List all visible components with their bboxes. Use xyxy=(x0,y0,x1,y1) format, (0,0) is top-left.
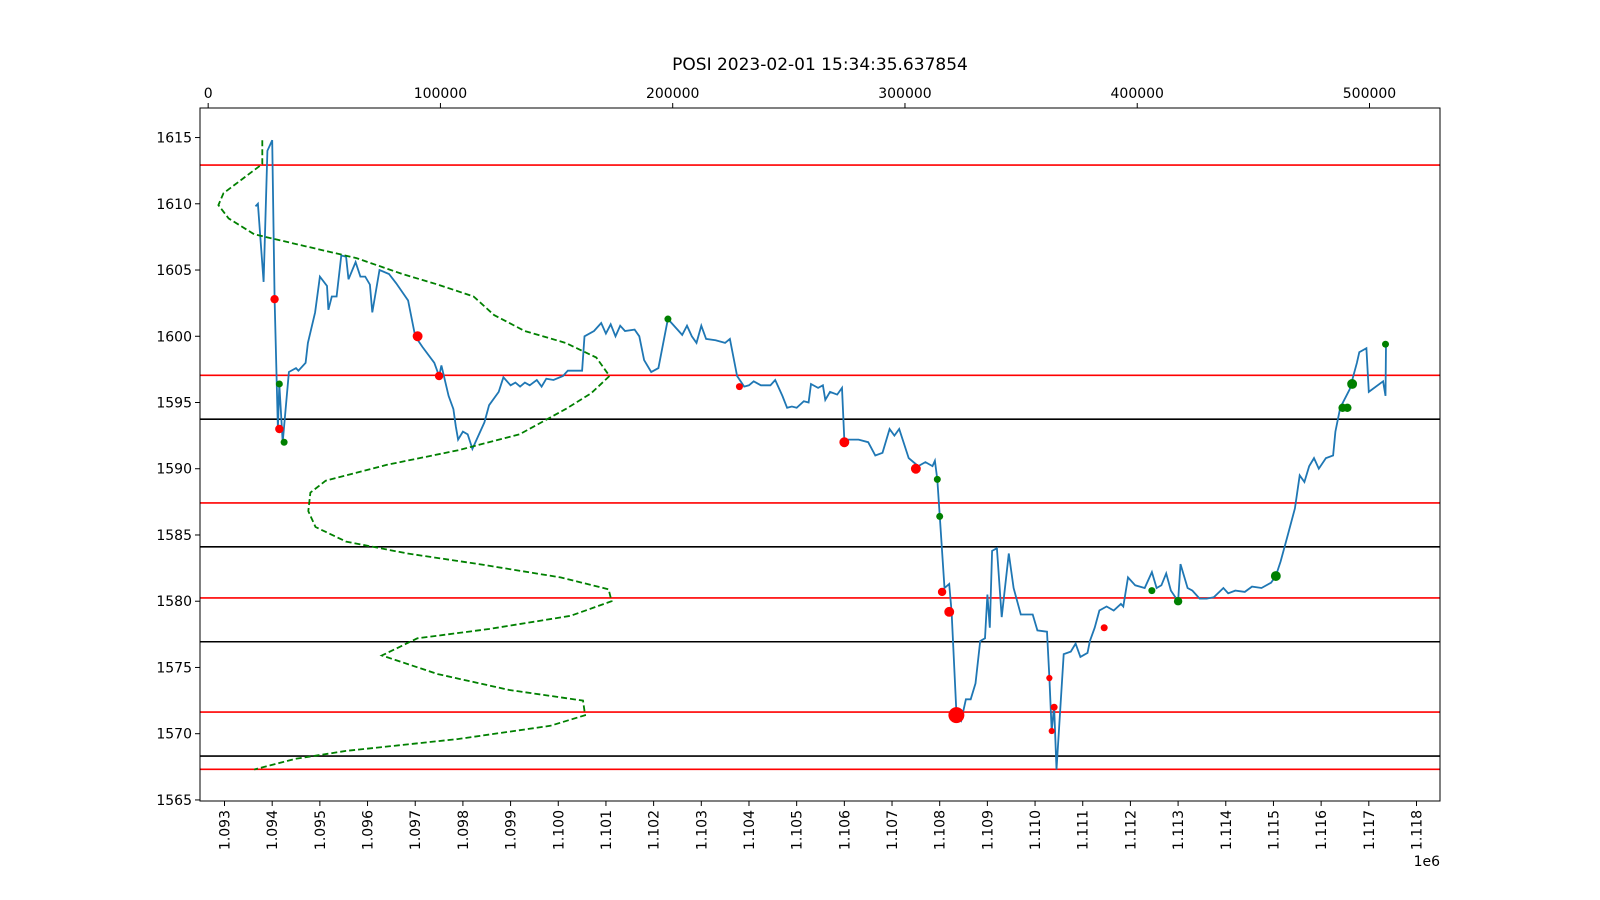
x-tick-label: 1.106 xyxy=(837,810,853,850)
chart-title: POSI 2023-02-01 15:34:35.637854 xyxy=(672,55,968,75)
y-tick-label: 1575 xyxy=(156,660,192,676)
x-tick-label: 1.096 xyxy=(361,810,377,850)
y-tick-label: 1570 xyxy=(156,727,192,743)
x-tick-label: 1.115 xyxy=(1266,810,1282,850)
x-tick-label: 1.101 xyxy=(599,810,615,850)
x-tick-label: 1.093 xyxy=(218,810,234,850)
signal-point xyxy=(1343,403,1352,413)
x-tick-label: 1.116 xyxy=(1314,810,1330,850)
price-line xyxy=(254,139,1387,770)
x2-tick-label: 200000 xyxy=(646,86,699,102)
x-tick-label: 1.103 xyxy=(694,810,710,850)
x-tick-label: 1.118 xyxy=(1409,810,1425,850)
x-tick-label: 1.100 xyxy=(551,810,567,850)
signal-point xyxy=(936,512,944,520)
signal-point xyxy=(270,294,279,304)
signal-point xyxy=(1100,624,1108,632)
x-tick-label: 1.112 xyxy=(1123,810,1139,850)
x-tick-label: 1.110 xyxy=(1028,810,1044,850)
signal-point xyxy=(280,438,288,446)
x-tick-label: 1.117 xyxy=(1362,810,1378,850)
y-tick-label: 1605 xyxy=(156,263,192,279)
y-tick-label: 1580 xyxy=(156,594,192,610)
signal-point xyxy=(1148,587,1156,595)
signal-point xyxy=(944,606,955,617)
signal-point xyxy=(434,371,444,381)
x-tick-label: 1.094 xyxy=(265,810,281,850)
y-tick-label: 1600 xyxy=(156,329,192,345)
x-tick-label: 1.107 xyxy=(885,810,901,850)
x2-tick-label: 500000 xyxy=(1343,86,1396,102)
x-tick-label: 1.099 xyxy=(504,810,520,850)
signal-point xyxy=(1048,727,1055,735)
signal-point xyxy=(664,315,672,323)
y-tick-label: 1610 xyxy=(156,197,192,213)
x-tick-label: 1.109 xyxy=(980,810,996,850)
x-tick-label: 1.108 xyxy=(933,810,949,850)
plot-frame xyxy=(199,107,1441,802)
x2-tick-label: 400000 xyxy=(1111,86,1164,102)
signal-point xyxy=(275,424,284,434)
signal-point xyxy=(933,475,941,483)
signal-point xyxy=(1382,340,1390,348)
x2-tick-label: 0 xyxy=(204,86,213,102)
signal-point xyxy=(1347,379,1358,389)
signal-point xyxy=(910,463,921,474)
signal-point xyxy=(1050,703,1058,711)
x-offset-label: 1e6 xyxy=(1414,854,1441,870)
x2-tick-label: 300000 xyxy=(878,86,931,102)
y-tick-label: 1585 xyxy=(156,528,192,544)
signal-point xyxy=(937,587,947,597)
profile-line xyxy=(217,140,613,771)
y-tick-label: 1595 xyxy=(156,396,192,412)
x-tick-label: 1.098 xyxy=(456,810,472,850)
signal-point xyxy=(275,380,283,388)
x-tick-label: 1.102 xyxy=(647,810,663,850)
signal-point xyxy=(1270,571,1281,581)
x-tick-label: 1.105 xyxy=(790,810,806,850)
signal-point xyxy=(948,707,965,724)
signal-point xyxy=(735,383,743,391)
signal-point xyxy=(1173,597,1183,606)
x-tick-label: 1.114 xyxy=(1219,810,1235,850)
signal-point xyxy=(1046,674,1053,682)
y-tick-label: 1565 xyxy=(156,793,192,809)
x-tick-label: 1.113 xyxy=(1171,810,1187,850)
x-tick-label: 1.104 xyxy=(742,810,758,850)
x-tick-label: 1.097 xyxy=(408,810,424,850)
plot-area xyxy=(200,139,1440,771)
signal-point xyxy=(839,437,850,448)
y-tick-label: 1615 xyxy=(156,131,192,147)
x2-tick-label: 100000 xyxy=(414,86,467,102)
x-tick-label: 1.095 xyxy=(313,810,329,850)
x-tick-label: 1.111 xyxy=(1076,810,1092,850)
y-tick-label: 1590 xyxy=(156,462,192,478)
signal-point xyxy=(412,331,423,342)
